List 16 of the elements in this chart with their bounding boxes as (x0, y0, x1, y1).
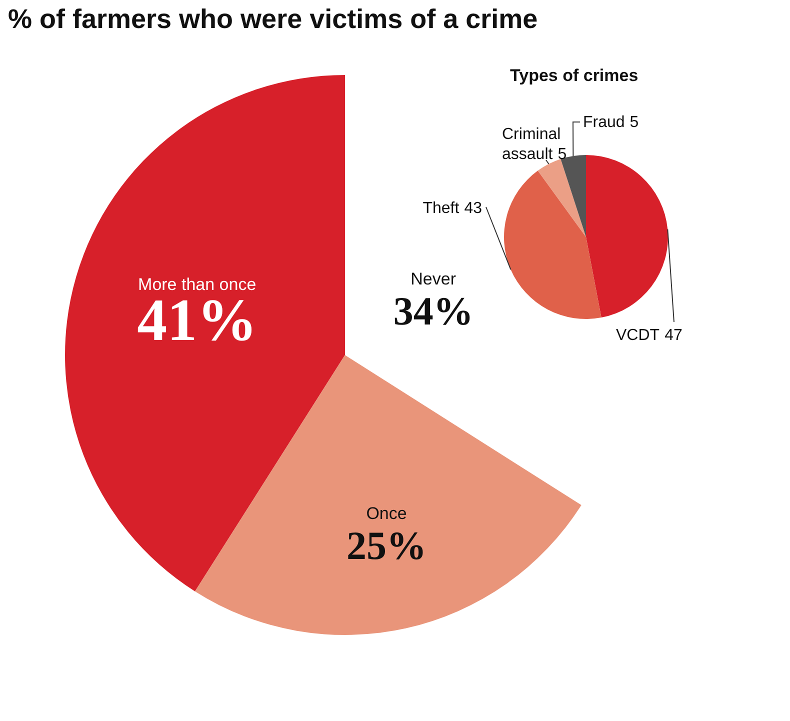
data-label: 5 (558, 146, 567, 163)
chart-title: % of farmers who were victims of a crime (8, 4, 538, 35)
data-label: 43 (464, 200, 482, 217)
pie-slice (538, 159, 586, 237)
data-label: 34% (393, 288, 474, 334)
data-label: 5 (630, 114, 639, 131)
data-label: 25% (346, 522, 427, 568)
data-label: 47 (664, 327, 682, 344)
chart-title: Types of crimes (510, 66, 638, 86)
slice-label: VCDT (616, 327, 660, 344)
pie-slice (586, 155, 668, 318)
slice-label: Once (366, 504, 407, 523)
pie-slice (504, 170, 602, 319)
slice-label: Theft (422, 200, 460, 217)
slice-label: Never (410, 269, 456, 288)
slice-label: Fraud (583, 114, 625, 131)
